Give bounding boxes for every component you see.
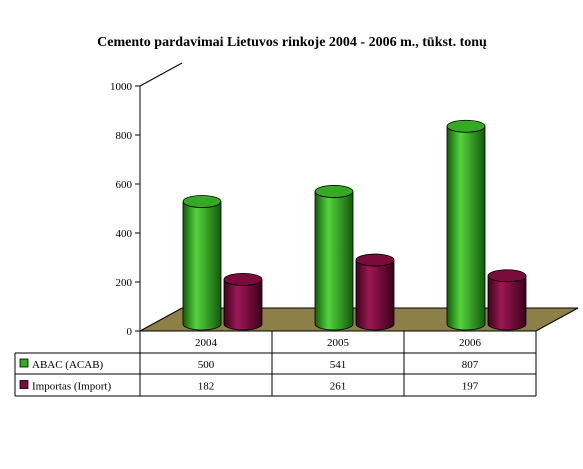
bar-top (182, 195, 222, 208)
bar-top (314, 185, 354, 198)
bar-2004-series-1 (223, 273, 263, 331)
legend-label: Importas (Import) (32, 381, 111, 393)
bar-body (446, 126, 486, 331)
data-label: 807 (462, 359, 479, 371)
bar-2004-series-0 (182, 195, 222, 331)
data-label: 197 (462, 381, 479, 393)
bar-2005-series-1 (355, 253, 395, 331)
bar-2006-series-0 (446, 119, 486, 331)
bar-body (314, 191, 354, 331)
bar-top (223, 273, 263, 286)
legend-swatch (19, 358, 29, 368)
y-tick-label: 0 (127, 326, 133, 338)
bar-body (355, 259, 395, 331)
y-tick-label: 600 (116, 179, 133, 191)
bar-top (446, 119, 486, 133)
bars (182, 119, 527, 331)
bar-body (223, 279, 263, 331)
legend-swatch (19, 380, 29, 389)
y-axis: 0 200 400 600 800 1000 (110, 62, 183, 338)
y-tick-label: 200 (116, 277, 133, 289)
data-label: 541 (330, 359, 347, 371)
y-tick-label: 400 (116, 228, 133, 240)
x-category-label: 2005 (327, 337, 350, 349)
data-label: 500 (198, 359, 215, 371)
y-axis-depth-line (139, 62, 183, 87)
y-tick-label: 1000 (110, 81, 133, 93)
x-category-label: 2004 (195, 337, 218, 349)
data-label: 182 (198, 381, 215, 393)
data-table: 2004 2005 2006 ABAC (ACAB) 500 541 807 Importas… (14, 331, 537, 397)
bar-2006-series-1 (487, 269, 527, 331)
x-category-label: 2006 (459, 337, 482, 349)
legend-label: ABAC (ACAB) (32, 359, 104, 371)
bar-top (487, 269, 527, 283)
y-tick-label: 800 (116, 130, 133, 142)
bar-top (355, 253, 395, 267)
data-label: 261 (330, 381, 347, 393)
bar-body (487, 275, 527, 331)
bar-2005-series-0 (314, 185, 354, 331)
chart-title: Cemento pardavimai Lietuvos rinkoje 2004… (97, 35, 487, 50)
bar-body (182, 201, 222, 331)
